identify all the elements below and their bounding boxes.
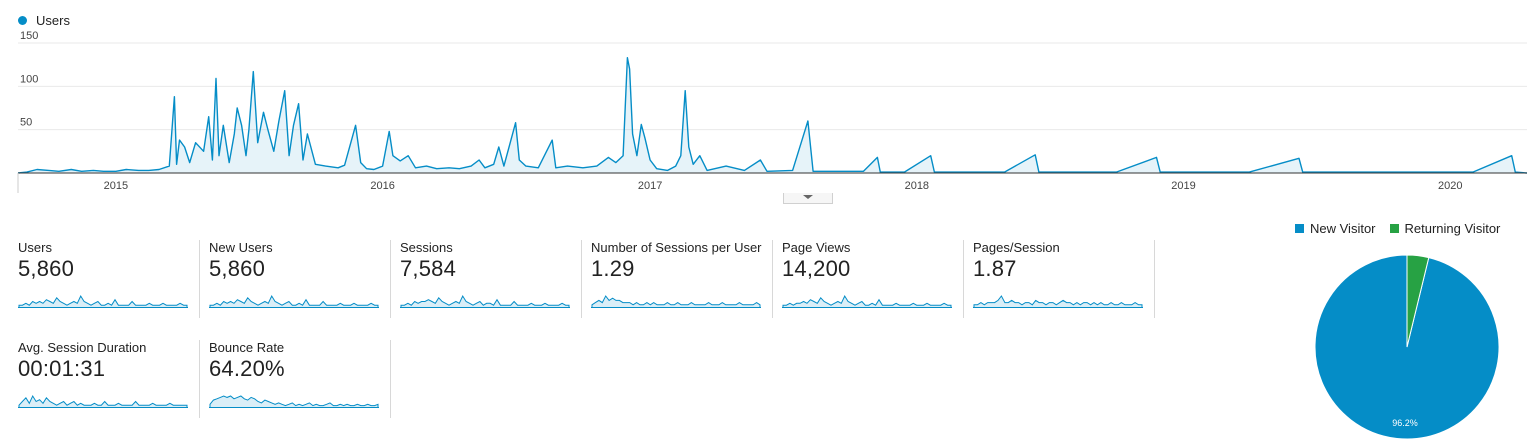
sparkline-area — [592, 296, 760, 307]
metric-tile[interactable]: Sessions 7,584 — [400, 240, 582, 320]
metric-value: 1.87 — [973, 256, 1017, 281]
metric-sparkline — [18, 294, 188, 308]
sparkline-line — [782, 294, 952, 307]
chevron-down-icon — [803, 195, 813, 199]
y-tick-label: 150 — [20, 30, 38, 42]
legend-swatch-users — [18, 16, 27, 25]
series-line-users[interactable] — [17, 57, 1528, 174]
metric-sparkline — [591, 295, 761, 308]
pie-slice-returning-visitor[interactable] — [1406, 254, 1430, 348]
y-tick-label: 50 — [20, 117, 32, 129]
metric-label: Sessions — [400, 240, 453, 255]
metric-label: Users — [18, 240, 52, 255]
pie-legend-label-new: New Visitor — [1310, 221, 1376, 236]
metric-tile[interactable]: Page Views 14,200 — [782, 240, 964, 320]
x-tick-label: 2019 — [1171, 180, 1195, 192]
legend-label-users: Users — [36, 13, 70, 28]
metric-label: Page Views — [782, 240, 851, 255]
metric-sparkline — [18, 394, 188, 408]
metric-label: Avg. Session Duration — [18, 340, 147, 355]
metric-value: 5,860 — [209, 256, 266, 281]
chart-legend: Users — [18, 13, 70, 28]
sparkline-line — [209, 294, 379, 307]
metric-sparkline — [209, 294, 379, 308]
x-tick-label: 2015 — [104, 180, 128, 192]
series-area-users — [18, 57, 1527, 174]
sparkline-area — [401, 296, 569, 307]
sparkline-line — [18, 294, 188, 307]
metric-value: 1.29 — [591, 256, 635, 281]
metric-label: Number of Sessions per User — [591, 240, 762, 255]
pie-legend-item-new[interactable]: New Visitor — [1295, 221, 1376, 236]
sparkline-line — [400, 294, 570, 307]
collapse-chart-toggle[interactable] — [783, 193, 833, 204]
metric-label: Pages/Session — [973, 240, 1060, 255]
sparkline-area — [210, 296, 378, 307]
pie-legend-item-returning[interactable]: Returning Visitor — [1389, 221, 1501, 236]
users-line-chart[interactable]: 50 100 150 2015 2016 2017 2018 2019 2020 — [0, 30, 1528, 195]
metric-sparkline — [782, 294, 952, 308]
metric-tile[interactable]: New Users 5,860 — [209, 240, 391, 320]
sparkline-line — [18, 394, 188, 407]
sparkline-line — [973, 295, 1143, 307]
x-tick-label: 2020 — [1438, 180, 1462, 192]
metric-label: New Users — [209, 240, 273, 255]
metric-tile[interactable]: Number of Sessions per User 1.29 — [591, 240, 773, 320]
x-tick-label: 2016 — [370, 180, 394, 192]
metric-value: 64.20% — [209, 356, 285, 381]
sparkline-area — [783, 296, 951, 307]
x-tick-label: 2017 — [638, 180, 662, 192]
metric-sparkline — [400, 294, 570, 308]
pie-legend: New Visitor Returning Visitor — [1295, 221, 1514, 236]
sparkline-area — [210, 396, 378, 407]
swatch-new-visitor — [1295, 224, 1304, 233]
metric-value: 5,860 — [18, 256, 75, 281]
metric-sparkline — [973, 295, 1143, 308]
metric-tile[interactable]: Pages/Session 1.87 — [973, 240, 1155, 320]
y-tick-label: 100 — [20, 73, 38, 85]
metric-sparkline — [209, 395, 379, 408]
metric-tile[interactable]: Bounce Rate 64.20% — [209, 340, 391, 420]
swatch-returning-visitor — [1389, 224, 1399, 233]
sparkline-area — [19, 396, 187, 407]
sparkline-area — [19, 296, 187, 307]
sparkline-line — [209, 395, 379, 407]
metric-tile[interactable]: Avg. Session Duration 00:01:31 — [18, 340, 200, 420]
visitor-type-pie-chart[interactable]: 96.2% — [1312, 252, 1502, 442]
sparkline-area — [974, 296, 1142, 307]
metric-label: Bounce Rate — [209, 340, 285, 355]
pie-legend-label-returning: Returning Visitor — [1404, 221, 1501, 236]
metric-value: 7,584 — [400, 256, 457, 281]
metric-value: 00:01:31 — [18, 356, 106, 381]
pie-slice-label: 96.2% — [1392, 418, 1418, 428]
x-tick-label: 2018 — [905, 180, 929, 192]
metric-tile[interactable]: Users 5,860 — [18, 240, 200, 320]
sparkline-line — [591, 295, 761, 307]
metric-value: 14,200 — [782, 256, 851, 281]
